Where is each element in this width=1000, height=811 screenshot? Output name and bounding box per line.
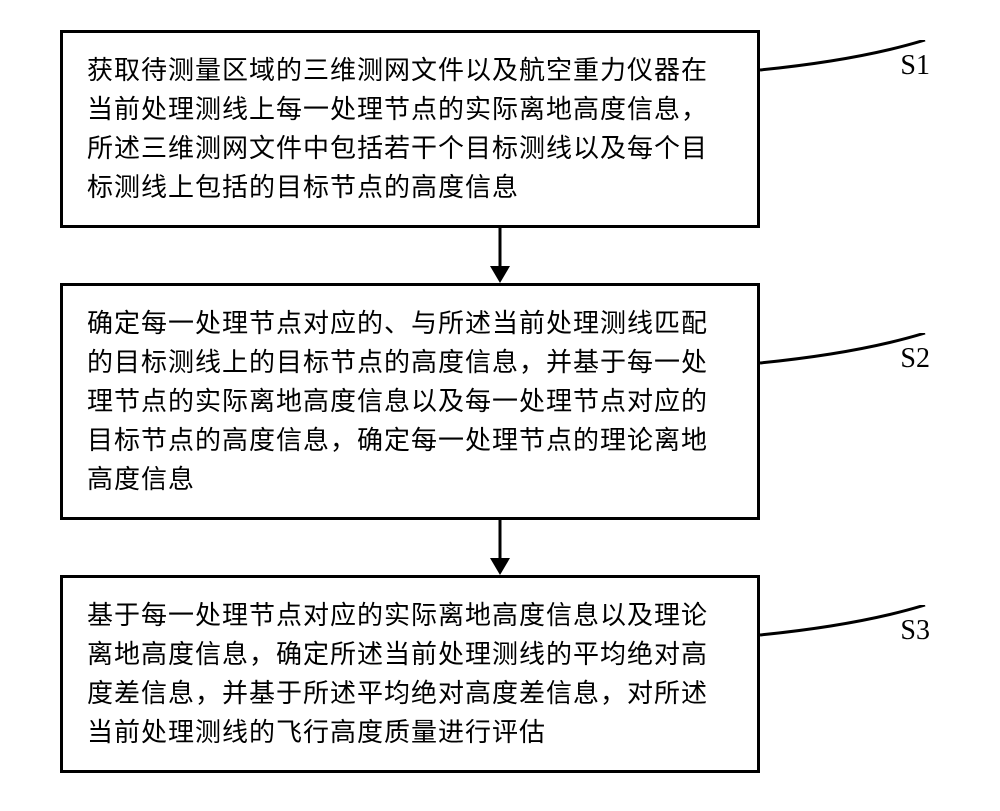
step-3-label: S3 xyxy=(900,615,930,647)
step-3-text: 基于每一处理节点对应的实际离地高度信息以及理论离地高度信息，确定所述当前处理测线… xyxy=(87,596,733,752)
flowchart-container: 获取待测量区域的三维测网文件以及航空重力仪器在当前处理测线上每一处理节点的实际离… xyxy=(60,30,940,773)
step-1-label: S1 xyxy=(900,50,930,82)
step-1-container: 获取待测量区域的三维测网文件以及航空重力仪器在当前处理测线上每一处理节点的实际离… xyxy=(60,30,940,228)
arrow-2 xyxy=(480,520,520,575)
step-2-box: 确定每一处理节点对应的、与所述当前处理测线匹配的目标测线上的目标节点的高度信息，… xyxy=(60,283,760,520)
step-3-container: 基于每一处理节点对应的实际离地高度信息以及理论离地高度信息，确定所述当前处理测线… xyxy=(60,575,940,773)
step-3-box: 基于每一处理节点对应的实际离地高度信息以及理论离地高度信息，确定所述当前处理测线… xyxy=(60,575,760,773)
arrow-2-container xyxy=(150,520,850,575)
arrow-1-container xyxy=(150,228,850,283)
arrow-1 xyxy=(480,228,520,283)
step-2-text: 确定每一处理节点对应的、与所述当前处理测线匹配的目标测线上的目标节点的高度信息，… xyxy=(87,304,733,499)
step-2-container: 确定每一处理节点对应的、与所述当前处理测线匹配的目标测线上的目标节点的高度信息，… xyxy=(60,283,940,520)
step-1-box: 获取待测量区域的三维测网文件以及航空重力仪器在当前处理测线上每一处理节点的实际离… xyxy=(60,30,760,228)
step-1-text: 获取待测量区域的三维测网文件以及航空重力仪器在当前处理测线上每一处理节点的实际离… xyxy=(87,51,733,207)
step-2-label: S2 xyxy=(900,343,930,375)
